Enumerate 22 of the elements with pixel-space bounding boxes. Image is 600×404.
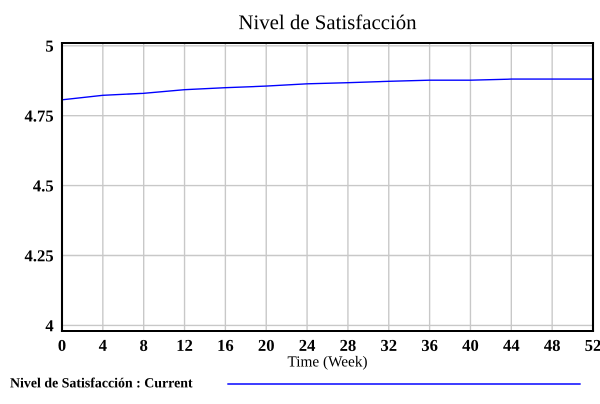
x-tick-label: 24 [299, 340, 316, 351]
y-tick-label: 4.5 [33, 180, 54, 192]
x-tick-label: 36 [422, 340, 438, 352]
x-tick-label: 8 [140, 340, 148, 352]
x-tick-label: 40 [462, 340, 478, 352]
x-axis-title: Time (Week) [288, 356, 367, 370]
line-series [62, 78, 593, 100]
y-tick-label: 4 [46, 320, 54, 332]
y-tick-label: 4.75 [24, 110, 54, 122]
x-tick-label: 32 [381, 340, 396, 352]
x-tick-label: 4 [98, 340, 107, 351]
y-tick-label: 5 [46, 40, 54, 52]
x-tick-label: 48 [544, 340, 560, 352]
x-tick-label: 0 [58, 340, 66, 352]
chart-title: Nivel de Satisfacción [239, 14, 416, 30]
x-tick-label: 12 [178, 340, 192, 351]
x-tick-label: 28 [340, 340, 356, 352]
x-tick-label: 44 [503, 340, 520, 351]
y-tick-label: 4.25 [24, 250, 54, 262]
x-tick-label: 16 [218, 340, 234, 352]
x-tick-label: 20 [258, 340, 274, 352]
text: Nivel de Satisfacción : Current [10, 378, 193, 388]
